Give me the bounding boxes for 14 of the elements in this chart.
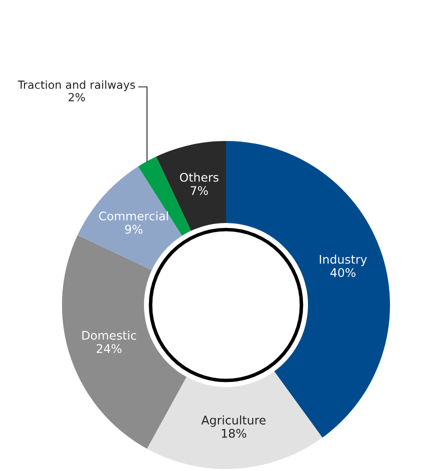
slice-label: Industry: [320, 254, 367, 266]
donut-slice: [146, 371, 322, 469]
slice-label: Domestic: [82, 330, 136, 340]
slice-label: Commercial: [99, 211, 168, 220]
data-label: 40%: [330, 268, 356, 278]
data-label: 9%: [125, 224, 142, 234]
slice-label: Traction and railways: [18, 80, 135, 92]
slice-label: Others: [180, 172, 218, 182]
data-label: 2%: [68, 92, 85, 102]
data-label: 7%: [190, 186, 208, 195]
slice-label: Agriculture: [201, 415, 266, 427]
donut-slice: [62, 235, 186, 449]
data-label: 18%: [222, 428, 246, 438]
data-label: 24%: [96, 344, 122, 354]
